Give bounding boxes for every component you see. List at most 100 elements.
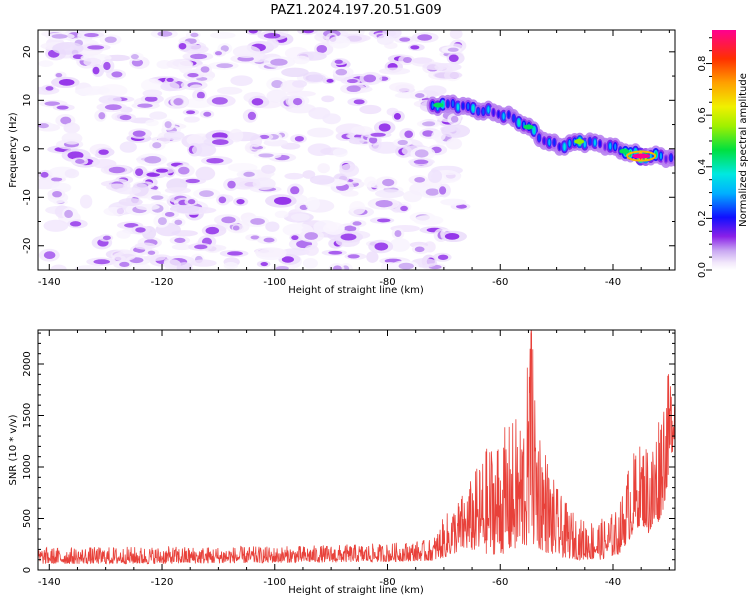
noise-blob-core-364 xyxy=(186,110,196,115)
noise-blob-core-709 xyxy=(103,61,111,71)
noise-blob-core-800 xyxy=(200,66,210,73)
noise-blob-core-127 xyxy=(190,53,208,60)
noise-blob-core-640 xyxy=(335,68,348,76)
noise-blob-core-292 xyxy=(425,188,440,196)
ridge-cell-193 xyxy=(664,155,668,163)
noise-blob-754 xyxy=(91,158,117,169)
ridge-cell-155 xyxy=(472,105,475,112)
noise-blob-759 xyxy=(422,62,449,71)
noise-blob-core-776 xyxy=(51,34,68,39)
noise-blob-630 xyxy=(441,124,471,138)
noise-blob-652 xyxy=(445,137,463,150)
noise-blob-785 xyxy=(189,84,204,91)
ridge-cell-168 xyxy=(538,134,541,142)
noise-blob-core-368 xyxy=(93,259,110,265)
noise-blob-631 xyxy=(61,132,83,145)
noise-blob-core-202 xyxy=(258,153,274,158)
noise-blob-core-154 xyxy=(316,44,328,54)
noise-blob-core-271 xyxy=(178,166,190,175)
noise-blob-core-62 xyxy=(236,198,245,205)
spectrogram-ytick-label: -10 xyxy=(22,189,33,205)
ridge-cell-170 xyxy=(548,139,551,146)
noise-blob-core-719 xyxy=(52,190,62,198)
noise-blob-core-769 xyxy=(151,195,164,200)
noise-blob-core-772 xyxy=(152,142,162,149)
noise-blob-722 xyxy=(145,119,159,127)
noise-blob-core-432 xyxy=(119,261,130,268)
noise-blob-core-684 xyxy=(374,242,389,251)
noise-blob-710 xyxy=(348,137,365,145)
noise-blob-core-765 xyxy=(382,178,395,187)
noise-blob-core-738 xyxy=(232,225,240,231)
noise-blob-core-740 xyxy=(205,226,220,235)
ridge-cell-152 xyxy=(456,103,460,111)
colorbar-ticks: 0.0 0.2 0.4 0.6 0.8 xyxy=(697,37,712,278)
ridge-cell-163 xyxy=(512,114,515,122)
noise-blob-770 xyxy=(110,249,137,262)
noise-blob-786 xyxy=(261,164,276,174)
noise-blob-core-186 xyxy=(410,45,420,50)
noise-blob-core-761 xyxy=(328,250,343,255)
noise-blob-755 xyxy=(52,41,84,55)
noise-blob-494 xyxy=(178,59,193,74)
noise-blob-core-795 xyxy=(334,59,343,64)
noise-blob-core-362 xyxy=(251,98,264,106)
noise-blobs xyxy=(38,30,471,270)
ridge-cell-162 xyxy=(507,111,510,118)
noise-blob-core-728 xyxy=(194,244,208,250)
noise-blob-688 xyxy=(252,177,276,191)
noise-blob-734 xyxy=(389,82,415,92)
noise-blob-440 xyxy=(50,264,67,270)
noise-blob-751 xyxy=(230,75,253,86)
snr-ytick-label: 1000 xyxy=(22,454,33,479)
ridge-cell-147 xyxy=(431,102,434,109)
ridge-cell-169 xyxy=(543,137,546,145)
noise-blob-core-774 xyxy=(212,139,229,145)
noise-blob-core-763 xyxy=(178,42,187,50)
noise-blob-core-600 xyxy=(92,66,100,75)
snr-frame xyxy=(37,329,676,571)
noise-blob-core-500 xyxy=(104,104,122,111)
noise-blob-core-180 xyxy=(174,237,186,243)
snr-series-line xyxy=(38,330,675,565)
noise-blob-core-750 xyxy=(414,177,426,183)
noise-blob-core-314 xyxy=(164,121,172,129)
noise-blob-743 xyxy=(423,85,447,97)
noise-blob-core-807 xyxy=(243,171,255,177)
noise-blob-780 xyxy=(209,31,236,39)
spectrogram-ylabel: Frequency (Hz) xyxy=(8,112,19,188)
ridge-peak-10 xyxy=(619,148,630,154)
colorbar-tick-label: 0.2 xyxy=(697,210,708,226)
noise-blob-core-6 xyxy=(247,111,257,121)
noise-blob-669 xyxy=(232,45,261,59)
ridge-cell-97 xyxy=(672,151,675,165)
snr-ylabel: SNR (10 * v/v) xyxy=(8,414,19,485)
noise-blob-core-515 xyxy=(402,56,413,64)
snr-xlabel: Height of straight line (km) xyxy=(288,585,424,596)
spectrogram-xtick-label: -40 xyxy=(605,277,621,288)
noise-blob-246 xyxy=(104,54,131,62)
noise-blob-470 xyxy=(322,113,341,125)
spectrogram-xtick-label: -80 xyxy=(379,277,395,288)
ridge-cell-150 xyxy=(446,100,449,108)
noise-blob-core-748 xyxy=(214,51,222,56)
noise-blob-core-269 xyxy=(260,261,269,267)
noise-blob-400 xyxy=(140,78,164,92)
spectrogram-ytick-label: 0 xyxy=(22,146,33,152)
noise-blob-315 xyxy=(308,74,326,83)
noise-blob-487 xyxy=(182,97,214,109)
ridge-cell-153 xyxy=(461,102,465,110)
noise-blob-223 xyxy=(79,194,93,209)
noise-blob-core-559 xyxy=(199,190,214,197)
noise-blob-695 xyxy=(307,127,334,138)
ridge-cell-171 xyxy=(553,139,556,146)
noise-blob-410 xyxy=(304,244,319,256)
snr-xtick-label: -80 xyxy=(379,577,395,588)
ridge-peak-8 xyxy=(574,139,585,145)
noise-blob-core-484 xyxy=(166,77,174,82)
noise-blob-core-797 xyxy=(173,98,184,106)
colorbar-tick-label: 0.8 xyxy=(697,56,708,72)
snr-xtick-label: -60 xyxy=(492,577,508,588)
noise-blob-653 xyxy=(216,86,243,95)
noise-blob-core-457 xyxy=(400,205,408,212)
